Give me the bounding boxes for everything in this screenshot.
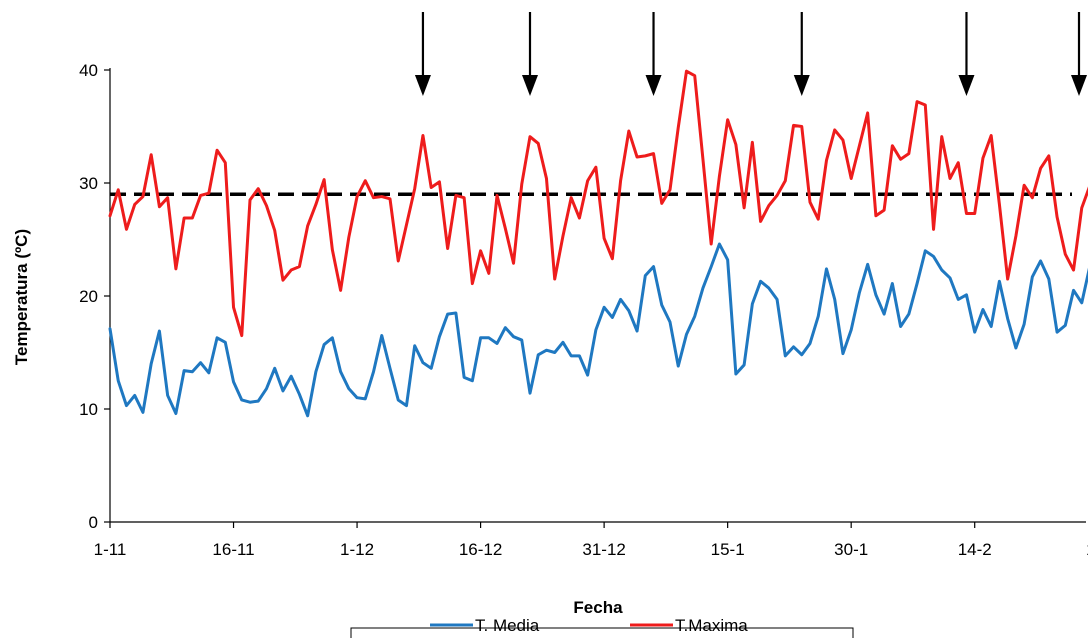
y-tick-label: 10 [79,400,98,419]
legend-label-t-maxima: T.Maxima [675,616,748,635]
down-arrow [958,12,975,96]
down-arrow [645,12,662,96]
x-tick-label: 15-1 [711,540,745,559]
y-tick-label: 20 [79,287,98,306]
y-tick-label: 0 [89,513,98,532]
tick-labels: 0 10 20 30 40 1-11 16-11 1-12 16-12 31-12 15-1 30-1… [79,61,1088,559]
down-arrow [414,12,431,96]
x-tick-label: 1-12 [340,540,374,559]
x-tick-label: 16-12 [459,540,502,559]
y-tick-label: 30 [79,174,98,193]
series-group [108,69,1088,418]
axes [104,68,1086,528]
legend-label-t-media: T. Media [475,616,540,635]
x-tick-label: 30-1 [834,540,868,559]
x-tick-label: 1-11 [94,540,127,559]
down-arrow [522,12,538,96]
legend-box [350,627,854,638]
legend: T. Media T.Maxima [350,616,854,638]
arrows-group [414,12,1087,96]
down-arrow [1071,12,1087,96]
series-line-t-maxima [108,69,1088,338]
y-axis-title: Temperatura (ºC) [12,229,31,365]
x-axis-title: Fecha [573,598,623,617]
y-tick-label: 40 [79,61,98,80]
x-tick-label: 1-3 [1086,540,1088,559]
down-arrow [793,12,810,96]
series-line-t-media [108,242,1088,418]
x-tick-label: 31-12 [582,540,625,559]
x-tick-label: 14-2 [958,540,992,559]
x-tick-label: 16-11 [212,540,254,559]
